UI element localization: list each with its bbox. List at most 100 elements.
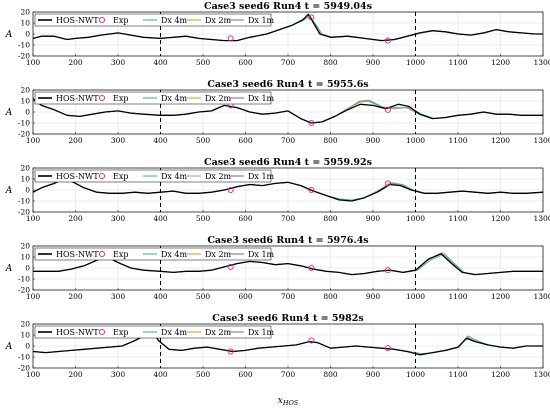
x-tick-label: 200	[68, 292, 83, 301]
x-tick-label: 300	[111, 370, 126, 379]
legend: HOS-NWT Exp Dx 4m Dx 2m Dx 1m	[34, 13, 275, 27]
legend-label: Exp	[113, 94, 128, 103]
y-tick-label: -10	[18, 119, 30, 128]
series-line-hos-nwt	[33, 98, 543, 124]
legend-marker-exp	[98, 94, 106, 102]
plot-frame	[32, 323, 544, 369]
y-tick-label: -20	[18, 52, 30, 61]
x-axis-label: xHOS	[278, 396, 299, 407]
x-tick-label: 100	[26, 370, 41, 379]
legend-label: Dx 4m	[161, 16, 188, 25]
x-tick-label: 1300	[533, 292, 550, 301]
x-tick-label: 300	[111, 58, 126, 67]
y-tick-label: 20	[20, 86, 30, 95]
y-tick-label: 0	[25, 108, 30, 117]
x-tick-label: 1300	[533, 58, 550, 67]
x-tick-label: 400	[153, 58, 168, 67]
x-tick-label: 1000	[406, 370, 425, 379]
y-tick-label: 20	[20, 164, 30, 173]
x-tick-label: 1000	[406, 136, 425, 145]
legend: HOS-NWT Exp Dx 4m Dx 2m Dx 1m	[34, 91, 275, 105]
series-line-hos-nwt	[33, 178, 543, 202]
y-tick-label: 0	[25, 264, 30, 273]
subplot-title: Case3 seed6 Run4 t = 5949.04s	[204, 1, 372, 12]
y-axis-label: A	[5, 186, 13, 196]
x-tick-label: 700	[281, 214, 296, 223]
legend-label: Dx 4m	[161, 94, 188, 103]
y-tick-label: -20	[18, 208, 30, 217]
x-tick-label: 900	[366, 370, 381, 379]
x-tick-label: 1200	[491, 214, 510, 223]
plot-frame	[32, 11, 544, 57]
x-tick-label: 1100	[448, 136, 467, 145]
y-tick-label: -20	[18, 364, 30, 373]
legend-label: Dx 2m	[205, 94, 232, 103]
exp-marker	[227, 35, 234, 42]
x-tick-label: 500	[196, 136, 211, 145]
y-axis-label: A	[5, 30, 13, 40]
x-tick-label: 300	[111, 292, 126, 301]
y-tick-label: 20	[20, 242, 30, 251]
x-tick-label: 700	[281, 136, 296, 145]
x-tick-label: 200	[68, 58, 83, 67]
legend-label: Dx 4m	[161, 172, 188, 181]
x-tick-label: 600	[238, 136, 253, 145]
legend-label: HOS-NWT	[56, 94, 99, 103]
x-tick-label: 1000	[406, 292, 425, 301]
legend-label: Dx 4m	[161, 250, 188, 259]
legend-marker-exp	[98, 172, 106, 180]
exp-marker	[227, 186, 234, 194]
y-tick-label: 20	[20, 320, 30, 329]
x-tick-label: 100	[26, 292, 41, 301]
legend-label: Dx 1m	[248, 250, 275, 259]
x-tick-label: 1300	[533, 214, 550, 223]
x-tick-label: 700	[281, 58, 296, 67]
x-tick-label: 400	[153, 214, 168, 223]
x-tick-label: 1200	[491, 136, 510, 145]
x-tick-label: 300	[111, 214, 126, 223]
y-axis-label: A	[5, 108, 13, 118]
x-tick-label: 100	[26, 58, 41, 67]
x-tick-label: 1000	[406, 58, 425, 67]
x-axis-label-sub: HOS	[282, 399, 299, 407]
y-tick-label: -20	[18, 286, 30, 295]
x-tick-label: 1300	[533, 136, 550, 145]
y-tick-label: -10	[18, 353, 30, 362]
y-tick-label: -10	[18, 41, 30, 50]
x-tick-label: 400	[153, 136, 168, 145]
y-axis-label: A	[5, 342, 13, 352]
y-tick-label: 10	[20, 253, 30, 262]
subplot-1: Case3 seed6 Run4 t = 5949.04s 100 200 300 40…	[5, 1, 550, 67]
y-axis-label: A	[5, 264, 13, 274]
exp-marker	[384, 106, 391, 113]
exp-marker	[384, 267, 391, 274]
legend-label: HOS-NWT	[56, 172, 99, 181]
x-tick-label: 900	[366, 292, 381, 301]
x-tick-label: 600	[238, 292, 253, 301]
series-line-hos-nwt	[33, 253, 543, 276]
legend-marker-exp	[98, 16, 106, 24]
series-line-hos-nwt	[33, 13, 543, 42]
y-tick-label: -10	[18, 275, 30, 284]
exp-marker	[308, 14, 315, 21]
legend-marker-exp	[98, 250, 106, 258]
exp-marker	[308, 264, 315, 272]
subplot-title: Case3 seed6 Run4 t = 5955.6s	[207, 79, 368, 90]
x-tick-label: 200	[68, 214, 83, 223]
y-tick-label: -20	[18, 130, 30, 139]
x-tick-label: 1300	[533, 370, 550, 379]
x-tick-label: 500	[196, 292, 211, 301]
exp-marker	[384, 345, 391, 352]
x-tick-label: 1100	[448, 292, 467, 301]
x-tick-label: 1000	[406, 214, 425, 223]
subplot-title: Case3 seed6 Run4 t = 5982s	[212, 313, 363, 324]
legend-label: HOS-NWT	[56, 16, 99, 25]
series-line-hos-nwt	[33, 328, 543, 356]
x-tick-label: 200	[68, 136, 83, 145]
x-tick-label: 200	[68, 370, 83, 379]
y-tick-label: 20	[20, 8, 30, 17]
